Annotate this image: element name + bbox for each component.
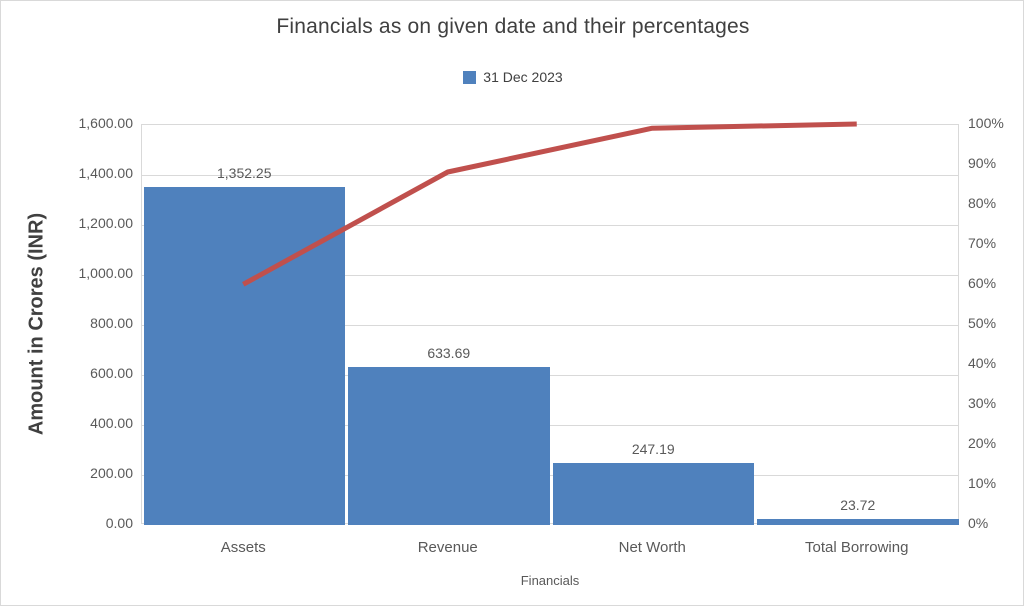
bar-value-label: 1,352.25 (217, 164, 272, 181)
bar-assets (143, 186, 345, 525)
y-left-tick-label: 1,200.00 (78, 215, 134, 231)
x-category-label: Assets (220, 539, 266, 556)
y-left-tick-label: 800.00 (90, 315, 133, 331)
gridline (142, 325, 958, 326)
y-left-tick-label: 400.00 (90, 415, 133, 431)
y-left-tick-label: 200.00 (90, 465, 133, 481)
bar-value-label: 247.19 (631, 441, 675, 458)
gridline (142, 475, 958, 476)
y-right-tick-label: 30% (968, 395, 997, 411)
y-right-tick-label: 70% (968, 235, 997, 251)
y-right-tick-label: 60% (968, 275, 997, 291)
chart-title: Financials as on given date and their pe… (276, 15, 750, 38)
y-right-tick-label: 90% (968, 155, 997, 171)
y-right-tick-label: 10% (968, 475, 997, 491)
y-right-tick-label: 80% (968, 195, 997, 211)
y-right-tick-label: 50% (968, 315, 997, 331)
y-left-tick-label: 600.00 (90, 365, 133, 381)
plot-area: 1,352.25 633.69 247.19 23.72 (141, 124, 959, 525)
bar-revenue (348, 366, 550, 525)
y-left-tick-label: 0.00 (105, 515, 133, 531)
bar-value-label: 633.69 (427, 344, 471, 361)
legend-marker-swatch (463, 70, 477, 84)
bar-total-borrowing (757, 519, 959, 525)
y-left-tick-label: 1,400.00 (78, 165, 134, 181)
y-right-tick-label: 40% (968, 355, 997, 371)
y-right-tick-label: 100% (968, 115, 1004, 131)
gridline (142, 375, 958, 376)
bar-value-label: 23.72 (840, 497, 876, 514)
y-right-tick-label: 0% (968, 515, 989, 531)
x-category-label: Net Worth (618, 539, 686, 556)
x-category-label: Revenue (417, 539, 478, 556)
x-axis-title: Financials (520, 573, 580, 588)
bar-net-worth (552, 463, 754, 525)
y-left-tick-label: 1,600.00 (78, 115, 134, 131)
y-left-tick-label: 1,000.00 (78, 265, 134, 281)
x-category-label: Total Borrowing (805, 539, 909, 556)
y-right-tick-label: 20% (968, 435, 997, 451)
gridline (142, 425, 958, 426)
legend-label: 31 Dec 2023 (483, 69, 563, 85)
legend: 31 Dec 2023 (1, 69, 1023, 85)
